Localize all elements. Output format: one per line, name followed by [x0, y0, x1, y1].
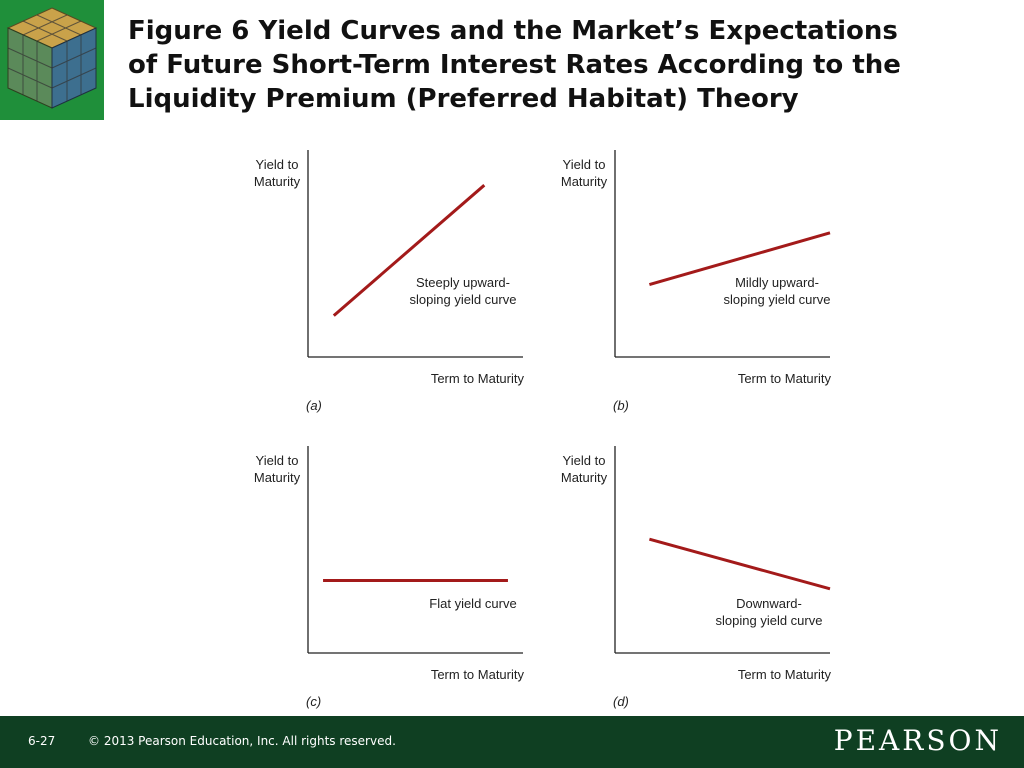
- chart-c-svg: [307, 446, 523, 654]
- chart-b-curve-label-line-1: Mildly upward-: [735, 275, 819, 290]
- chart-panel-b: Yield to Maturity Mildly upward- sloping…: [555, 148, 855, 420]
- chart-d-y-label: Yield to Maturity: [555, 452, 613, 486]
- chart-panel-d: Yield to Maturity Downward- sloping yiel…: [555, 444, 855, 716]
- chart-a-panel-letter: (a): [306, 398, 322, 413]
- chart-b-y-label-line-2: Maturity: [560, 174, 608, 189]
- chart-a-y-label: Yield to Maturity: [248, 156, 306, 190]
- slide-title: Figure 6 Yield Curves and the Market’s E…: [128, 14, 1008, 116]
- chart-b-yield-curve: [648, 231, 831, 286]
- chart-b-y-label: Yield to Maturity: [555, 156, 613, 190]
- chart-c-panel-letter: (c): [306, 694, 322, 709]
- copyright-notice: © 2013 Pearson Education, Inc. All right…: [88, 734, 396, 748]
- footer-bar: 6-27 © 2013 Pearson Education, Inc. All …: [0, 716, 1024, 768]
- chart-c-curve-label: Flat yield curve: [408, 595, 538, 612]
- chart-panel-c: Yield to Maturity Flat yield curve Term …: [248, 444, 548, 716]
- chart-d-curve-label-line-2: sloping yield curve: [715, 613, 823, 628]
- chart-a-yield-curve: [332, 184, 486, 317]
- chart-panel-a: Yield to Maturity Steeply upward- slopin…: [248, 148, 548, 420]
- chart-d-yield-curve: [649, 537, 831, 591]
- chart-c-curve-label-line-1: Flat yield curve: [429, 596, 517, 611]
- chart-d-y-label-line-1: Yield to: [562, 453, 606, 468]
- chart-b-svg: [614, 150, 831, 358]
- chart-d-y-label-line-2: Maturity: [560, 470, 608, 485]
- chart-d-curve-label: Downward- sloping yield curve: [699, 595, 839, 629]
- pearson-logo: PEARSON: [833, 724, 1002, 757]
- chart-a-curve-label-line-1: Steeply upward-: [416, 275, 510, 290]
- chart-a-y-label-line-2: Maturity: [253, 174, 301, 189]
- title-line-1: Figure 6 Yield Curves and the Market’s E…: [128, 16, 898, 46]
- title-line-3: Liquidity Premium (Preferred Habitat) Th…: [128, 84, 799, 114]
- chart-c-y-label-line-2: Maturity: [253, 470, 301, 485]
- chart-a-x-label: Term to Maturity: [430, 371, 524, 386]
- chart-b-curve-label: Mildly upward- sloping yield curve: [707, 274, 847, 308]
- chart-b-y-label-line-1: Yield to: [562, 157, 606, 172]
- rubiks-cube-graphic: [6, 7, 98, 109]
- chart-a-curve-label-line-2: sloping yield curve: [409, 292, 517, 307]
- rubiks-cube-icon: [0, 0, 104, 120]
- chart-c-y-label-line-1: Yield to: [255, 453, 299, 468]
- chart-a-y-label-line-1: Yield to: [255, 157, 299, 172]
- chart-d-curve-label-line-1: Downward-: [736, 596, 802, 611]
- chart-d-svg: [614, 446, 831, 654]
- chart-d-x-label: Term to Maturity: [737, 667, 831, 682]
- chart-d-panel-letter: (d): [613, 694, 629, 709]
- chart-b-panel-letter: (b): [613, 398, 629, 413]
- chart-c-x-label: Term to Maturity: [430, 667, 524, 682]
- chart-a-curve-label: Steeply upward- sloping yield curve: [388, 274, 538, 308]
- slide-number: 6-27: [28, 734, 56, 748]
- title-line-2: of Future Short-Term Interest Rates Acco…: [128, 50, 901, 80]
- chart-a-svg: [307, 150, 523, 358]
- chart-c-y-label: Yield to Maturity: [248, 452, 306, 486]
- chart-b-curve-label-line-2: sloping yield curve: [723, 292, 831, 307]
- chart-b-x-label: Term to Maturity: [737, 371, 831, 386]
